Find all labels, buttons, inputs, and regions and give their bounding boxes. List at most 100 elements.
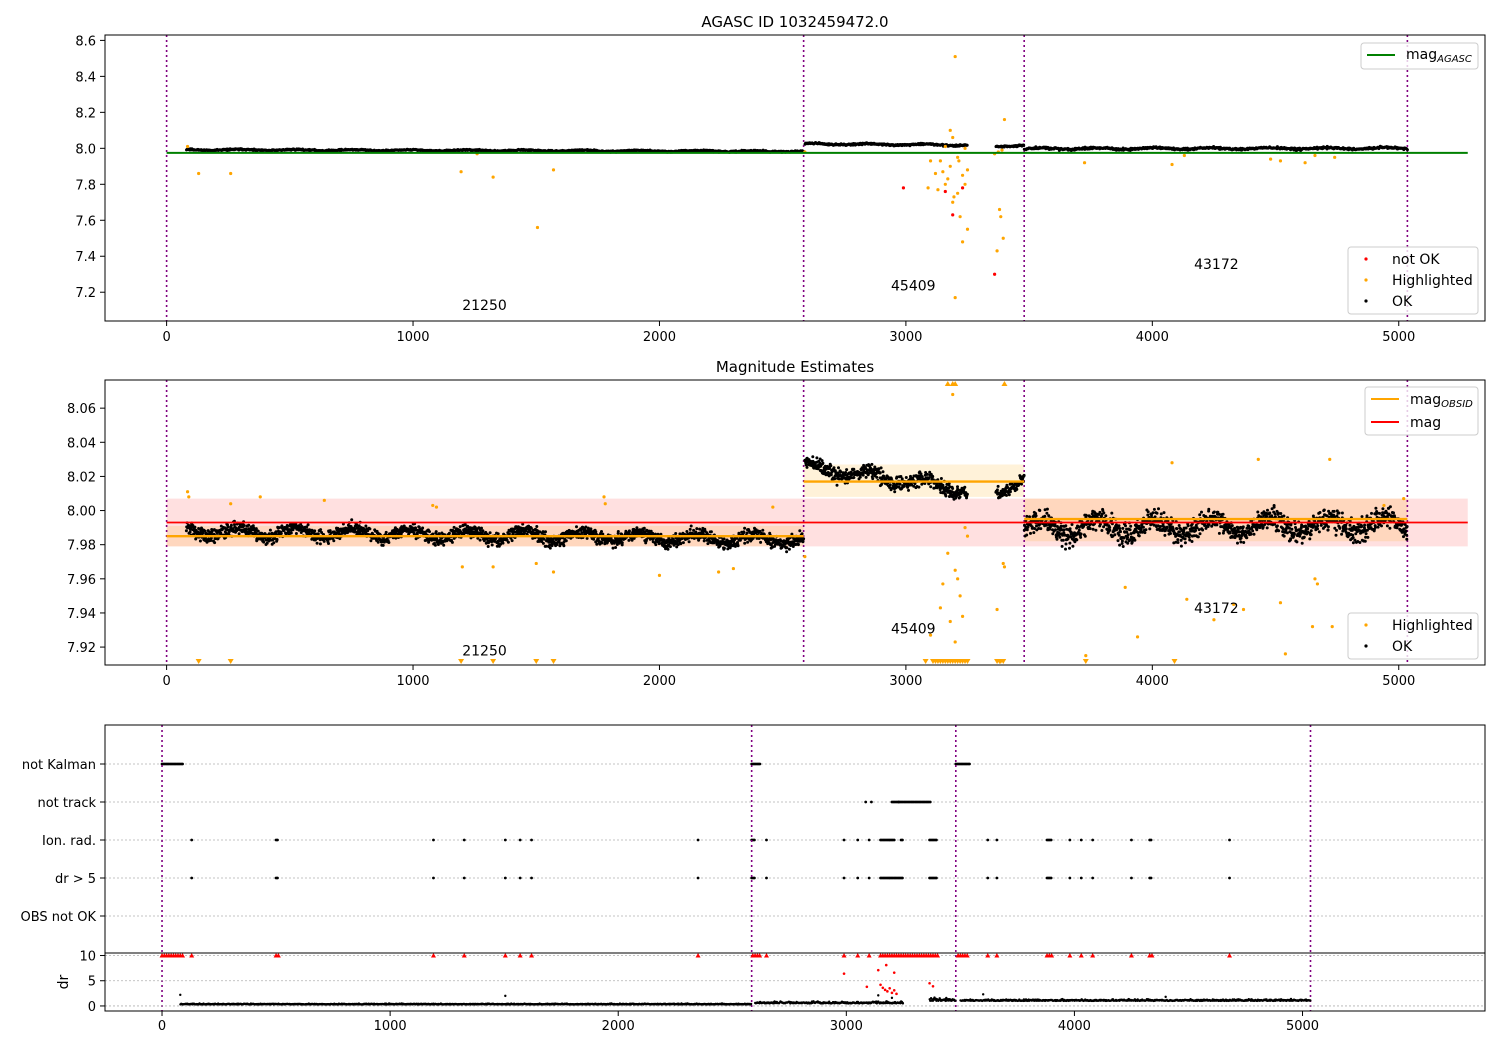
magnitude-ok-point <box>1038 509 1042 512</box>
magnitude-ok-point <box>350 518 354 522</box>
magnitude-ok-point <box>1045 523 1048 527</box>
agasc-highlighted-point <box>960 240 965 244</box>
magnitude-ok-point <box>925 472 929 476</box>
magnitude-ok-point <box>274 530 278 534</box>
magnitude-ok-point <box>736 544 740 548</box>
agasc-highlighted-point <box>941 170 945 174</box>
magnitude-ok-point <box>431 532 435 536</box>
magnitude-ok-point <box>279 532 283 535</box>
magnitude-ok-point <box>689 524 693 528</box>
legend-ok: OK <box>1392 294 1413 310</box>
agasc-not-ok-point <box>901 186 906 190</box>
magnitude-ok-point <box>357 524 361 528</box>
magnitude-ok-point <box>316 532 320 536</box>
magnitude-ok-point <box>486 545 490 548</box>
agasc-highlighted-point <box>951 135 955 140</box>
magnitude-ok-point <box>294 532 298 535</box>
magnitude-ok-point <box>761 528 765 532</box>
agasc-highlighted-point <box>1303 161 1307 165</box>
magnitude-ok-point <box>1068 541 1072 545</box>
magnitude-ok-point <box>907 488 910 492</box>
magnitude-ok-point <box>458 525 462 529</box>
agasc-highlighted-point <box>946 177 950 181</box>
agasc-ok-point <box>1405 148 1409 152</box>
magnitude-ok-point <box>917 485 921 489</box>
panel-agasc-title: AGASC ID 1032459472.0 <box>701 13 888 31</box>
magnitude-ok-point <box>785 550 789 554</box>
magnitude-ok-point <box>265 541 269 545</box>
magnitude-ok-point <box>509 536 513 540</box>
magnitude-ok-point <box>811 455 815 459</box>
agasc-highlighted-point <box>956 191 960 195</box>
magnitude-ok-point <box>366 529 370 533</box>
agasc-highlighted-point <box>953 54 957 59</box>
agasc-highlighted-point <box>963 182 967 186</box>
magnitude-ok-point <box>592 537 596 541</box>
panel-agasc-frame <box>104 34 1486 322</box>
magnitude-ok-point <box>580 531 584 535</box>
magnitude-ok-point <box>1008 490 1012 494</box>
magnitude-ok-point <box>600 530 603 533</box>
magnitude-ok-point <box>510 527 514 531</box>
magnitude-ok-point <box>702 539 706 543</box>
agasc-highlighted-point <box>957 159 961 163</box>
agasc-highlighted-point <box>535 225 540 230</box>
magnitude-ok-point <box>787 547 791 551</box>
magnitude-ok-point <box>1062 528 1066 532</box>
magnitude-ok-point <box>233 523 236 527</box>
magnitude-ok-point <box>944 494 948 498</box>
magnitude-ok-point <box>611 546 615 550</box>
magnitude-ok-point <box>642 526 646 530</box>
agasc-highlighted-point <box>1082 161 1087 165</box>
magnitude-ok-point <box>428 530 431 534</box>
agasc-y-tick-label: 8.2 <box>75 106 96 121</box>
magnitude-ok-point <box>452 525 456 529</box>
magnitude-ok-point <box>247 523 251 527</box>
magnitude-ok-point <box>743 526 747 530</box>
magnitude-ok-point <box>589 527 593 531</box>
magnitude-ok-point <box>674 532 678 535</box>
magnitude-ok-point <box>387 541 391 544</box>
magnitude-ok-point <box>203 529 207 533</box>
magnitude-ok-point <box>867 471 871 475</box>
magnitude-ok-point <box>802 537 806 541</box>
magnitude-ok-point <box>209 539 213 542</box>
magnitude-ok-point <box>616 530 620 533</box>
magnitude-ok-point <box>835 483 839 487</box>
agasc-highlighted-point <box>948 164 952 168</box>
magnitude-ok-point <box>291 527 295 531</box>
magnitude-ok-point <box>963 485 967 489</box>
magnitude-ok-point <box>562 544 566 548</box>
agasc-highlighted-point <box>928 159 933 163</box>
magnitude-ok-point <box>355 523 359 527</box>
magnitude-ok-point <box>617 541 621 545</box>
magnitude-ok-point <box>268 528 272 532</box>
magnitude-ok-point <box>1064 542 1068 546</box>
magnitude-ok-point <box>1007 493 1011 497</box>
magnitude-ok-point <box>951 487 955 490</box>
magnitude-ok-point <box>315 541 319 545</box>
magnitude-ok-point <box>881 470 885 474</box>
agasc-highlighted-point <box>1182 153 1186 158</box>
agasc-y-tick-label: 7.8 <box>75 178 96 193</box>
agasc-highlighted-point <box>1002 117 1007 122</box>
magnitude-ok-point <box>481 529 485 533</box>
magnitude-ok-point <box>585 536 589 540</box>
magnitude-ok-point <box>262 540 266 544</box>
magnitude-ok-point <box>996 484 1000 488</box>
magnitude-ok-point <box>1064 547 1067 551</box>
magnitude-ok-point <box>1035 524 1038 528</box>
magnitude-ok-point <box>463 523 467 526</box>
agasc-highlighted-point <box>952 195 956 199</box>
magnitude-ok-point <box>722 546 726 550</box>
magnitude-ok-point <box>965 492 969 496</box>
magnitude-ok-point <box>687 540 691 544</box>
magnitude-ok-point <box>436 543 440 546</box>
magnitude-ok-point <box>376 540 380 544</box>
magnitude-ok-point <box>679 542 683 546</box>
agasc-highlighted-point <box>943 182 947 186</box>
magnitude-ok-point <box>888 483 892 487</box>
